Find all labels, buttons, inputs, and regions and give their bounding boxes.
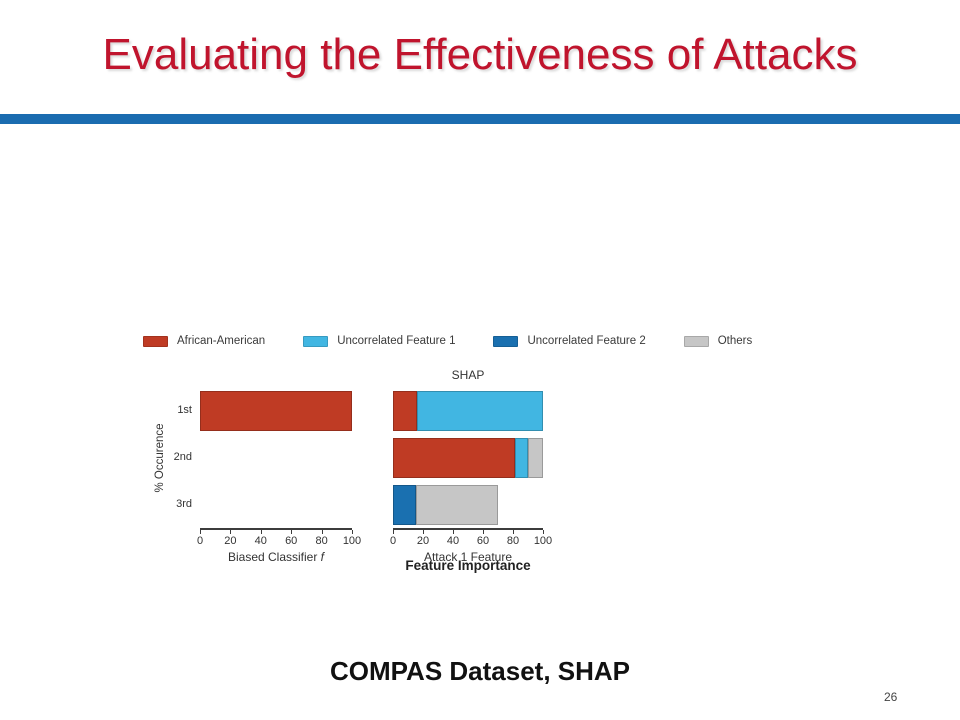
- x-tick-label: 20: [416, 535, 430, 547]
- x-tick-mark: [200, 530, 201, 534]
- x-tick-label: 0: [389, 535, 397, 547]
- x-tick-label: 80: [315, 535, 328, 547]
- x-tick-label: 100: [342, 535, 362, 547]
- subplot-attack-1-feature: [393, 388, 543, 530]
- legend-label: Uncorrelated Feature 1: [337, 335, 456, 347]
- x-tick-mark: [230, 530, 232, 534]
- chart-legend: African-American Uncorrelated Feature 1 Un…: [143, 335, 752, 347]
- x-tick-mark: [423, 530, 424, 534]
- legend-swatch-uncorrelated-feature-1: [303, 335, 329, 347]
- x-tick-mark: [393, 530, 394, 534]
- legend-label: African-American: [177, 335, 266, 347]
- y-tick-label-3rd: 3rd: [176, 497, 192, 510]
- bar-segment-others: [528, 438, 543, 478]
- x-tick-mark: [513, 530, 514, 534]
- x-tick-label: 60: [476, 535, 490, 547]
- y-tick-label-1st: 1st: [177, 404, 192, 417]
- bar-segment-african-american: [393, 391, 417, 432]
- page-number: 26: [884, 690, 898, 704]
- x-tick-mark: [352, 530, 353, 534]
- x-tick-label: 100: [533, 535, 553, 547]
- x-tick-mark: [453, 530, 454, 534]
- x-tick-mark: [483, 530, 484, 534]
- x-tick-label: 40: [446, 535, 460, 547]
- y-tick-label-2nd: 2nd: [173, 451, 192, 463]
- subplot-x-label-0: Biased Classifier f: [227, 550, 325, 564]
- legend-item-others: Others: [683, 335, 753, 347]
- bar-segment-uncorrelated-feature-2: [393, 484, 416, 525]
- legend-swatch-african-american: [143, 335, 168, 347]
- subplot-x-label-1: Attack 1 Feature: [423, 550, 513, 564]
- legend-swatch-uncorrelated-feature-2: [493, 335, 519, 347]
- x-tick-mark: [543, 530, 544, 534]
- x-tick-label: 80: [506, 535, 520, 547]
- x-tick-label: 20: [224, 535, 237, 547]
- bar-segment-african-american: [393, 438, 515, 478]
- legend-swatch-others: [683, 335, 709, 347]
- legend-item-african-american: African-American: [143, 335, 265, 347]
- x-tick-label: 0: [196, 535, 204, 547]
- shared-x-axis-label: Feature Importance: [405, 558, 531, 573]
- x-tick-label: 40: [254, 535, 267, 547]
- x-tick-label: 60: [285, 535, 298, 547]
- legend-label: Uncorrelated Feature 2: [527, 335, 646, 347]
- legend-label: Others: [717, 335, 753, 347]
- legend-item-uncorrelated-feature-2: Uncorrelated Feature 2: [493, 335, 646, 347]
- legend-item-uncorrelated-feature-1: Uncorrelated Feature 1: [303, 335, 455, 347]
- bar-segment-african-american: [200, 391, 352, 432]
- x-tick-mark: [260, 530, 262, 534]
- slide-caption: COMPAS Dataset, SHAP: [329, 656, 631, 686]
- bar-segment-uncorrelated-feature-1: [514, 438, 528, 478]
- subplot-title: SHAP: [451, 368, 485, 382]
- x-tick-mark: [321, 530, 323, 534]
- title-divider: [0, 114, 960, 124]
- bar-segment-uncorrelated-feature-1: [417, 391, 543, 432]
- subplot-biased-classifier: [200, 388, 352, 530]
- x-tick-mark: [291, 530, 293, 534]
- bar-segment-others: [415, 484, 498, 525]
- slide-title: Evaluating the Effectiveness of Attacks: [102, 30, 858, 79]
